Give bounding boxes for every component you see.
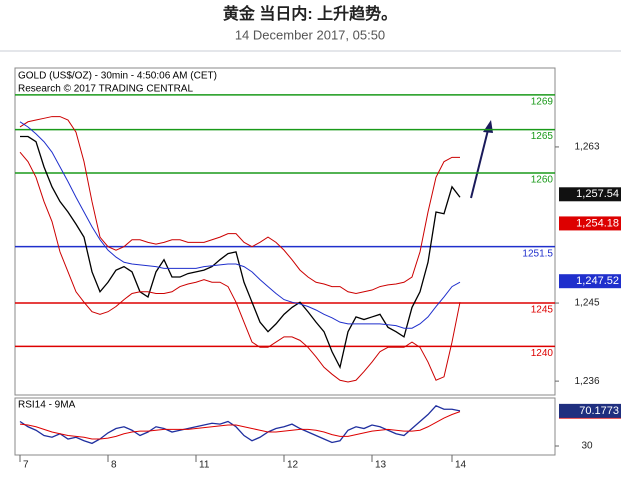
series-line — [19, 121, 461, 329]
y-tick-label: 30 — [581, 441, 593, 452]
level-label: 1260 — [531, 175, 554, 186]
level-label: 1240 — [531, 348, 554, 359]
x-tick-label: 7 — [23, 460, 29, 471]
page-subtitle: 14 December 2017, 05:50 — [235, 27, 385, 42]
level-label: 1251.5 — [522, 248, 553, 259]
x-tick-label: 11 — [199, 460, 210, 471]
series-line — [19, 116, 460, 295]
x-tick-label: 12 — [287, 460, 299, 471]
price-tag-label: 1,257.54 — [576, 188, 619, 200]
rsi-title: RSI14 - 9MA — [18, 400, 76, 411]
main-panel — [14, 67, 556, 396]
level-label: 1245 — [531, 305, 554, 316]
series-line — [19, 411, 461, 440]
level-label: 1269 — [531, 97, 554, 108]
x-tick-label: 8 — [111, 460, 117, 471]
level-label: 1265 — [531, 131, 554, 142]
series-line — [20, 135, 461, 370]
chart-title: GOLD (US$/OZ) - 30min - 4:50:06 AM (CET) — [18, 71, 217, 82]
price-tag — [559, 403, 621, 418]
price-tag-label: 70.1773 — [579, 405, 619, 417]
y-tick-label: 1,263 — [574, 142, 599, 153]
page-title: 黄金 当日内: 上升趋势。 — [223, 4, 397, 23]
price-tag — [559, 187, 621, 202]
series-line — [19, 151, 461, 383]
price-tag — [559, 216, 621, 231]
price-tag-label: 1,254.18 — [576, 217, 619, 229]
price-tag — [559, 274, 621, 289]
x-tick-label: 13 — [375, 460, 387, 471]
y-tick-label: 1,245 — [574, 298, 599, 309]
chart-subtitle: Research © 2017 TRADING CENTRAL — [18, 84, 193, 95]
price-tag-label: 1,247.52 — [576, 275, 619, 287]
y-tick-label: 1,236 — [574, 376, 599, 387]
x-tick-label: 14 — [455, 460, 467, 471]
